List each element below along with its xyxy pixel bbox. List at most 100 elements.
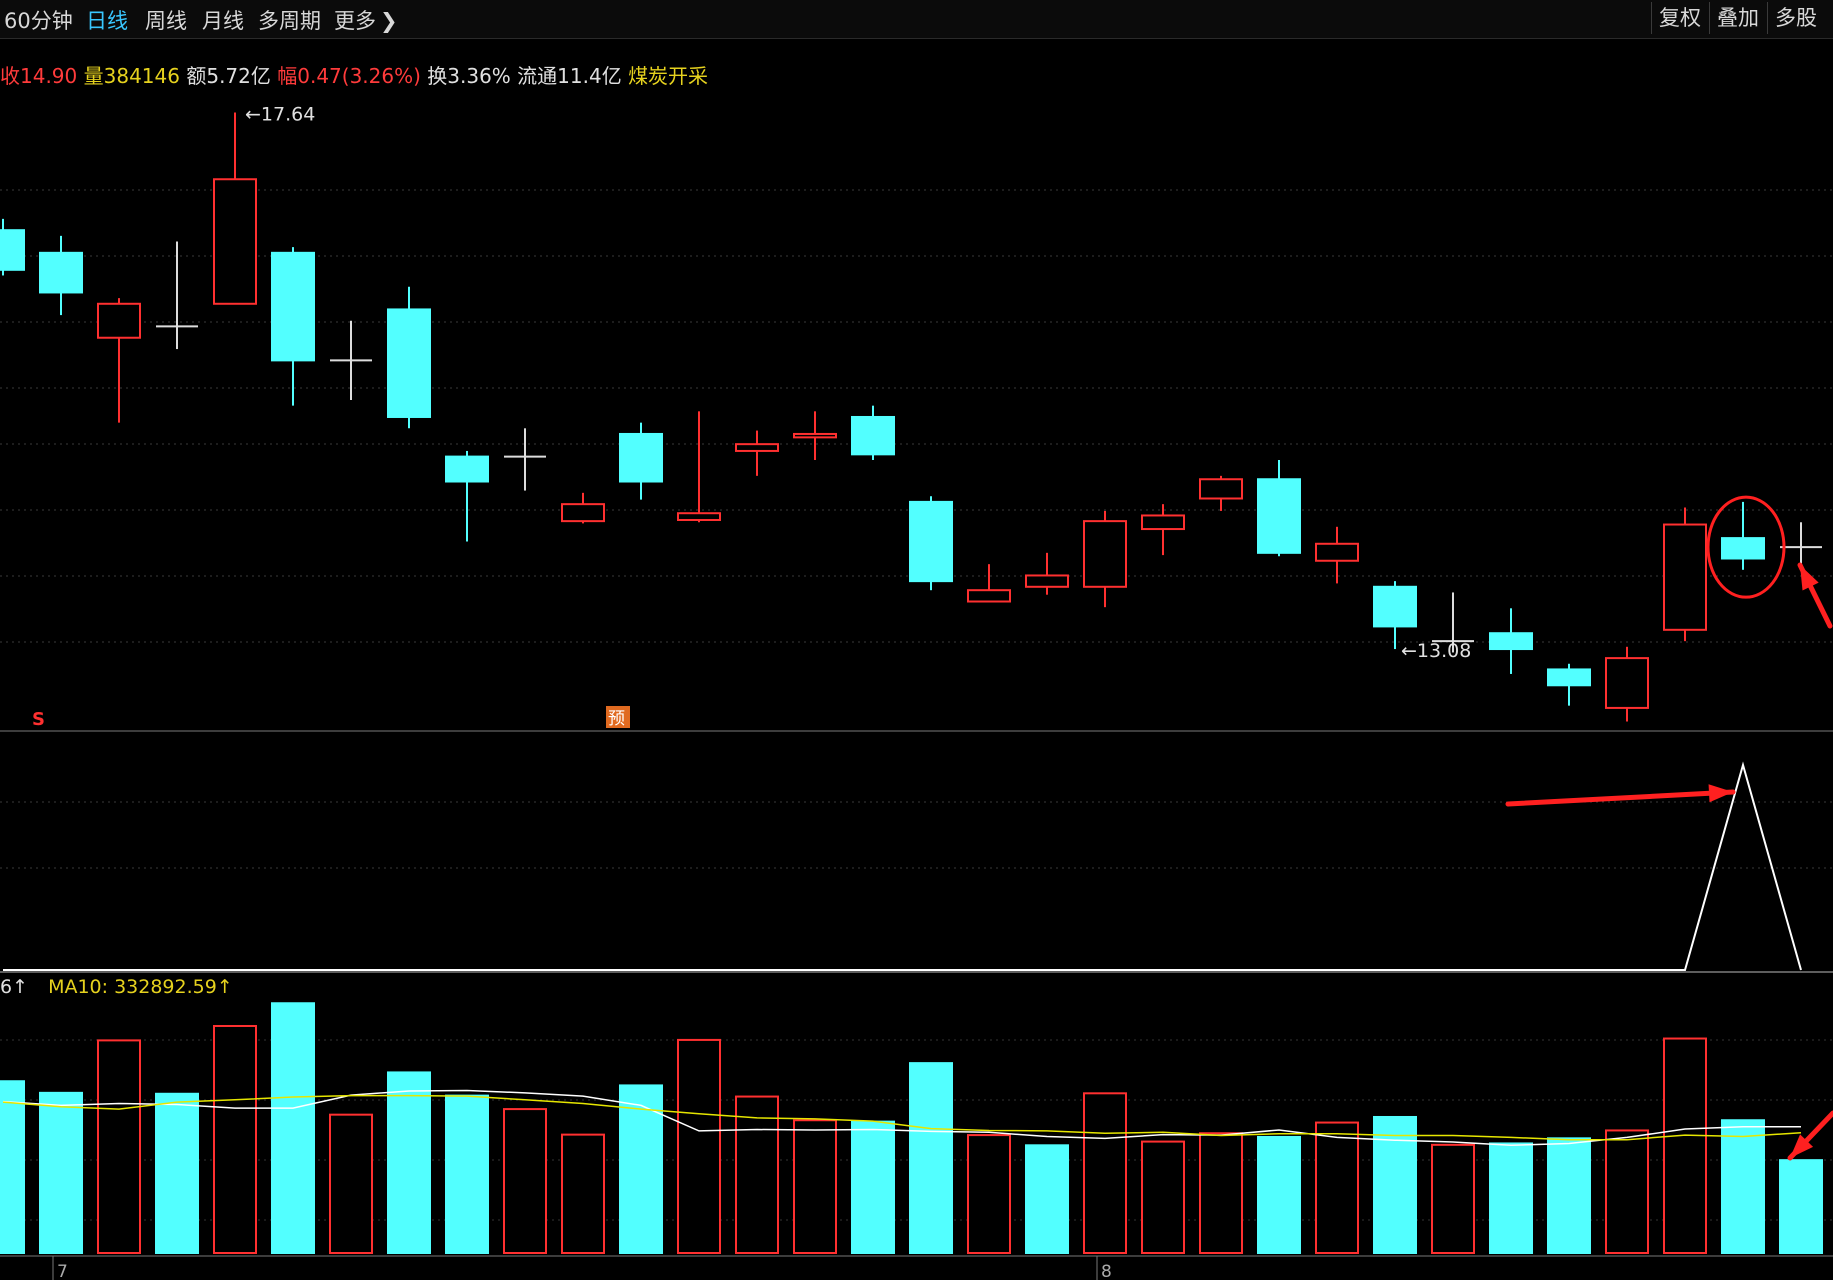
volume-bar [1315,1121,1359,1254]
volume-bar [1489,1142,1533,1255]
volume-bar [1663,1037,1707,1254]
candle-body [1489,632,1533,651]
volume-bar [619,1084,663,1254]
multi-stock-button[interactable]: 多股 [1767,2,1824,34]
turnover-label: 换 [427,64,448,88]
pre-marker-bg [606,706,630,728]
candle-body [0,229,25,271]
candle-body [677,512,721,521]
volume-label: 量 [83,64,104,88]
high-price-label: ←17.64 [245,103,315,125]
candle-body [909,500,953,583]
volume-bar [1141,1140,1185,1254]
candle-body [1315,542,1359,562]
candle-body [851,415,895,456]
low-price-label: ←13.08 [1401,640,1471,662]
candle-body [1083,520,1127,588]
candle-body [1199,478,1243,500]
volume-series [0,1002,1823,1255]
volume-bar [213,1024,257,1254]
candle-body [1721,537,1765,560]
candle-body [735,443,779,452]
tab-monthly[interactable]: 月线 [202,9,244,33]
candle-body [387,308,431,418]
candle-body [561,503,605,523]
volume-bar [155,1092,199,1254]
adjust-button[interactable]: 复权 [1651,2,1708,34]
tab-daily[interactable]: 日线 [86,9,128,33]
candle-body [967,589,1011,603]
volume-bar [445,1094,489,1255]
candle-body [39,251,83,294]
candle-body [445,455,489,483]
volume-ma5-fragment: 6↑ [0,976,29,998]
chart-toolbar: 60分钟 日线 周线 月线 多周期 更多 ❯ 复权 叠加 多股 [0,0,1833,39]
float-label: 流通 [517,64,558,88]
ma-white-line [2,1089,1801,1147]
candle-body [1547,668,1591,687]
tab-weekly[interactable]: 周线 [145,9,187,33]
tab-60min[interactable]: 60分钟 [4,9,73,33]
candle-body [97,302,141,339]
candle-body [1141,514,1185,531]
highlight-overlay [1505,495,1833,1161]
candle-body [213,178,257,305]
turnover-value: 3.36% [447,64,511,88]
x-axis-label: 7 [57,1262,68,1280]
price-annotations: ←17.64 ←13.08 S 预 [32,103,1471,730]
pre-marker: 预 [608,709,625,729]
candle-body [619,432,663,483]
tab-more-label: 更多 [334,9,376,33]
volume-bar [1779,1159,1823,1255]
volume-bar [387,1071,431,1254]
candle-body [1605,657,1649,709]
change-label: 幅 [277,64,298,88]
volume-bar [1547,1137,1591,1255]
overlay-button[interactable]: 叠加 [1709,2,1766,34]
highlight-circle [1706,495,1786,599]
candle-body [1025,574,1069,588]
volume-bar [561,1133,605,1255]
candle-body [271,251,315,362]
tab-more[interactable]: 更多 ❯ [334,5,398,35]
volume-bar [793,1119,837,1254]
volume-bar [97,1039,141,1255]
amount-label: 额 [186,64,207,88]
candle-body [793,432,837,439]
volume-bar [851,1120,895,1255]
volume-bar [1199,1132,1243,1255]
volume-value: 384146 [103,64,180,88]
volume-ma10-value: MA10: 332892.59↑ [48,976,233,998]
indicator-arrow-head [1708,784,1733,803]
candle-body [1257,478,1301,554]
candle-body [1663,523,1707,631]
sector-label[interactable]: 煤炭开采 [628,64,709,88]
float-value: 11.4亿 [557,64,622,88]
indicator-line [3,761,1802,971]
amount-value: 5.72亿 [206,64,271,88]
volume-bar [1431,1143,1475,1254]
volume-arrow-head [1790,1134,1814,1158]
chart-grid [0,189,1833,1257]
close-value: 14.90 [20,64,78,88]
change-value: 0.47(3.26%) [297,64,421,88]
volume-bar [503,1108,547,1255]
chevron-right-icon: ❯ [380,9,398,33]
tab-multi-period[interactable]: 多周期 [258,9,321,33]
volume-bar [1721,1119,1765,1254]
candle-body [1373,585,1417,628]
candle-series [0,112,1822,722]
volume-bar [967,1134,1011,1254]
indicator-panel [3,761,1802,971]
volume-bar [735,1095,779,1254]
quote-info-bar: 收14.90 量384146 额5.72亿 幅0.47(3.26%) 换3.36… [0,60,708,89]
volume-bar [1257,1135,1301,1254]
x-axis-label: 8 [1101,1262,1112,1280]
indicator-arrow [1505,789,1736,807]
volume-bar [677,1038,721,1255]
volume-ma-lines [2,1089,1802,1147]
volume-bar [329,1113,373,1254]
candle-arrow-head [1800,565,1819,591]
